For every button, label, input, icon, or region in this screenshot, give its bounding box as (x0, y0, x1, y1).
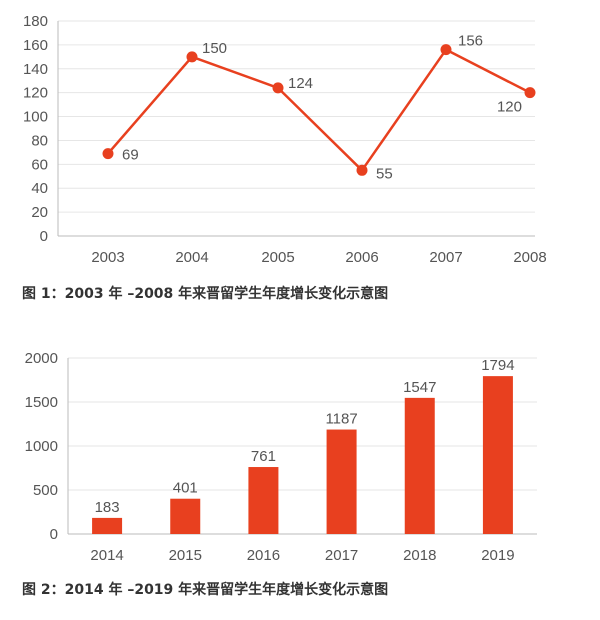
data-label: 1547 (403, 379, 436, 396)
data-label: 401 (173, 480, 198, 497)
data-label: 156 (458, 33, 483, 50)
bar (248, 467, 279, 534)
x-tick-label: 2016 (247, 547, 280, 564)
x-tick-label: 2019 (481, 547, 514, 564)
bar (170, 498, 201, 534)
bar (482, 376, 513, 534)
bar-chart: 0 500 1000 1500 2000 183 401 761 1187 1547 1794 201… (25, 350, 537, 564)
x-tick-label: 2003 (91, 249, 124, 266)
data-label: 124 (288, 75, 313, 92)
x-tick-label: 2018 (403, 547, 436, 564)
data-label: 120 (497, 99, 522, 116)
y-tick-label: 80 (31, 132, 48, 149)
data-label: 1187 (325, 411, 357, 428)
x-tick-label: 2006 (345, 249, 378, 266)
line-chart: 0 20 40 60 80 100 120 140 160 180 2003 2004 2005 2006… (23, 13, 547, 266)
data-label: 761 (251, 448, 276, 465)
data-label: 1794 (481, 357, 514, 374)
bar (404, 397, 435, 534)
y-tick-label: 180 (23, 13, 48, 30)
y-tick-label: 60 (31, 156, 48, 173)
data-label: 69 (122, 147, 139, 164)
data-point (272, 82, 284, 94)
x-tick-label: 2005 (261, 249, 294, 266)
x-tick-label: 2007 (429, 249, 462, 266)
x-tick-label: 2015 (169, 547, 202, 564)
y-tick-label: 1000 (25, 438, 58, 455)
bar (92, 517, 123, 534)
data-point (356, 164, 368, 176)
y-tick-label: 0 (40, 228, 48, 245)
y-tick-label: 120 (23, 85, 48, 102)
y-tick-label: 0 (50, 526, 58, 543)
x-tick-label: 2017 (325, 547, 358, 564)
y-tick-label: 2000 (25, 350, 58, 367)
chart-1-caption: 图 1：2003 年 –2008 年来晋留学生年度增长变化示意图 (22, 286, 389, 302)
data-label: 150 (202, 40, 227, 57)
x-tick-label: 2014 (90, 547, 123, 564)
y-tick-label: 500 (33, 482, 58, 499)
x-tick-label: 2008 (513, 249, 546, 266)
bar (326, 429, 357, 534)
y-tick-label: 1500 (25, 394, 58, 411)
data-point (524, 87, 536, 99)
y-tick-label: 40 (31, 180, 48, 197)
y-tick-label: 140 (23, 61, 48, 78)
y-tick-label: 20 (31, 204, 48, 221)
data-label: 55 (376, 165, 393, 182)
data-point (102, 148, 114, 160)
series-line (107, 48, 531, 172)
y-tick-label: 160 (23, 37, 48, 54)
y-tick-label: 100 (23, 109, 48, 126)
x-tick-label: 2004 (175, 249, 208, 266)
data-point (186, 51, 198, 63)
data-point (440, 44, 452, 56)
data-label: 183 (95, 499, 120, 516)
chart-2-caption: 图 2：2014 年 –2019 年来晋留学生年度增长变化示意图 (22, 582, 389, 598)
